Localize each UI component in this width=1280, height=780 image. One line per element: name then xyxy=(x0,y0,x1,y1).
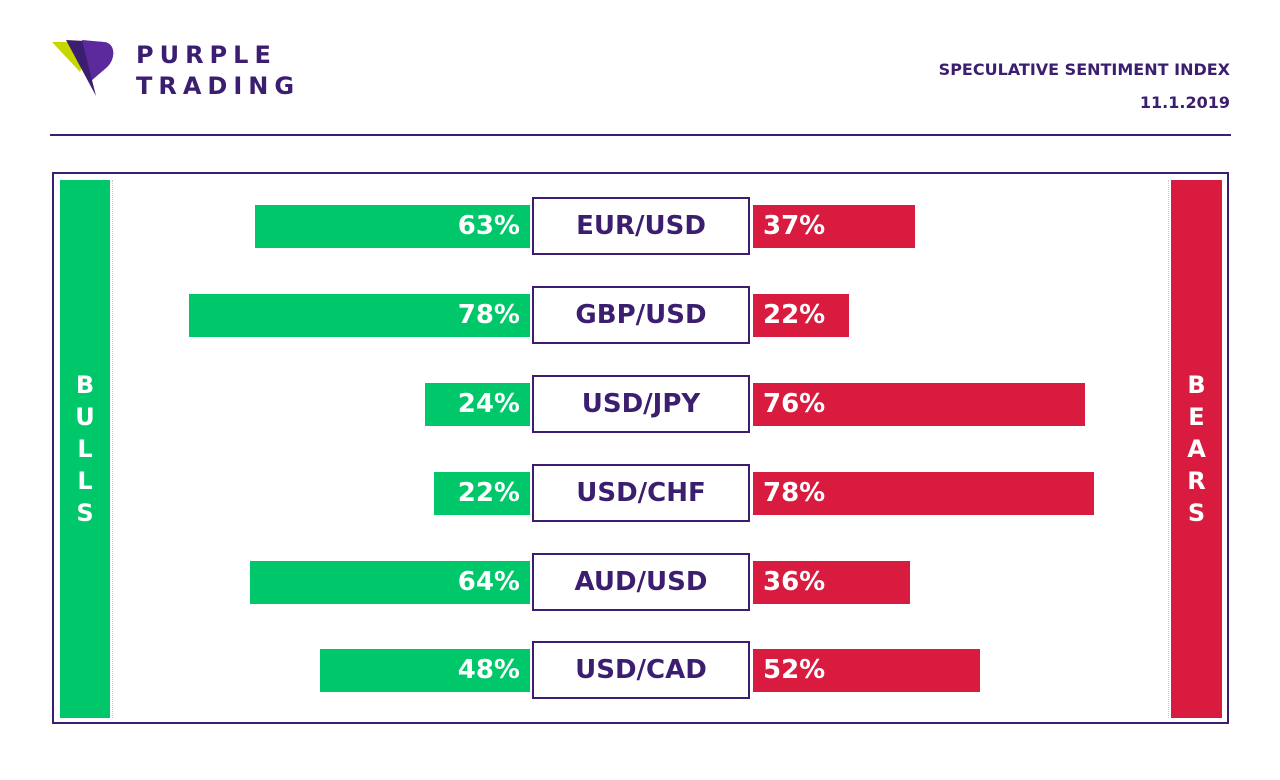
bulls-panel-guide xyxy=(112,180,113,718)
bull-bar: 78% xyxy=(189,294,530,337)
bulls-label-letter: S xyxy=(76,499,94,527)
bull-bar: 24% xyxy=(425,383,530,426)
report-date: 11.1.2019 xyxy=(1139,93,1230,112)
bear-bar: 22% xyxy=(753,294,850,337)
bears-label-letter: A xyxy=(1187,435,1206,463)
bear-bar: 78% xyxy=(753,472,1094,515)
bears-panel-guide xyxy=(1168,180,1169,718)
currency-pair-label: USD/CAD xyxy=(532,641,750,699)
bull-bar: 64% xyxy=(250,561,530,604)
bears-label-letter: S xyxy=(1187,499,1206,527)
bears-label-letter: B xyxy=(1187,371,1206,399)
bulls-label-letter: L xyxy=(77,467,93,495)
currency-pair-label: EUR/USD xyxy=(532,197,750,255)
chart-frame xyxy=(52,172,1229,724)
bear-bar: 76% xyxy=(753,383,1086,426)
currency-pair-label: USD/JPY xyxy=(532,375,750,433)
bears-label-letter: R xyxy=(1187,467,1206,495)
header-divider xyxy=(50,134,1231,136)
brand-name-line2: TRADING xyxy=(136,72,301,100)
brand-mark-icon xyxy=(52,40,114,96)
bears-label-letter: E xyxy=(1188,403,1205,431)
bull-bar: 63% xyxy=(254,205,530,248)
currency-pair-label: GBP/USD xyxy=(532,286,750,344)
brand-name-line1: PURPLE xyxy=(136,41,277,69)
bear-bar: 52% xyxy=(753,649,981,692)
bulls-label-letter: L xyxy=(77,435,93,463)
bulls-label-letter: B xyxy=(75,371,95,399)
bull-bar: 48% xyxy=(320,649,530,692)
currency-pair-label: USD/CHF xyxy=(532,464,750,522)
bull-bar: 22% xyxy=(433,472,530,515)
bear-bar: 36% xyxy=(753,561,911,604)
currency-pair-label: AUD/USD xyxy=(532,553,750,611)
bear-bar: 37% xyxy=(753,205,915,248)
bulls-label-letter: U xyxy=(75,403,95,431)
brand-logo: PURPLE TRADING xyxy=(52,40,312,100)
page-title: SPECULATIVE SENTIMENT INDEX xyxy=(938,60,1230,79)
